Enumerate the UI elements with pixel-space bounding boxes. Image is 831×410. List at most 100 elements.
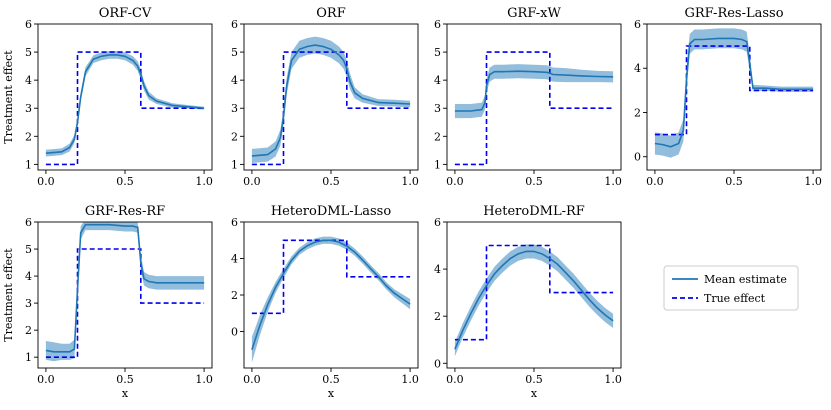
x-tick-label: 1.0 [401, 373, 419, 386]
mean-estimate-line [654, 37, 814, 148]
true-effect-line [654, 45, 814, 136]
true-effect-line [251, 239, 411, 315]
confidence-band [654, 28, 814, 158]
y-tick-label: 6 [434, 216, 441, 229]
y-tick-label: 2 [25, 324, 32, 337]
x-tick-label: 0.0 [37, 373, 55, 386]
x-tick-label: 0.0 [446, 373, 464, 386]
y-tick-label: 2 [231, 130, 238, 143]
panel-2: 0.0 0.5 1.0 1 2 3 4 5 6 ORF [231, 6, 419, 188]
y-tick-label: 4 [231, 253, 238, 266]
panel-4: 0.0 0.5 1.0 0 2 4 6 GRF-Res-Lasso [634, 6, 822, 188]
panel-title: GRF-xW [507, 6, 561, 21]
y-tick-label: 1 [25, 158, 32, 171]
y-tick-label: 3 [25, 297, 32, 310]
y-tick-label: 4 [231, 74, 238, 87]
panel-title: GRF-Res-RF [85, 204, 165, 219]
y-tick-label: 2 [634, 106, 641, 119]
y-tick-label: 3 [434, 102, 441, 115]
x-tick-label: 0.5 [725, 175, 743, 188]
y-axis-label: Treatment effect [2, 50, 15, 144]
mean-estimate-line [251, 239, 411, 351]
confidence-band [45, 51, 205, 157]
mean-estimate-line [251, 44, 411, 157]
y-tick-label: 6 [25, 216, 32, 229]
mean-estimate-line [454, 70, 614, 112]
x-axis-label: x [122, 387, 129, 400]
y-tick-label: 1 [231, 158, 238, 171]
confidence-band [45, 222, 205, 362]
confidence-band [454, 64, 614, 119]
y-tick-label: 5 [25, 46, 32, 59]
true-effect-line [45, 248, 205, 359]
confidence-band [251, 36, 411, 163]
y-tick-label: 0 [434, 357, 441, 370]
true-effect-line [251, 51, 411, 166]
x-tick-label: 0.5 [116, 175, 134, 188]
y-tick-label: 6 [25, 18, 32, 31]
plot-area [654, 28, 814, 158]
panel-7: 0.0 0.5 1.0 0 2 4 6 HeteroDML-RF x [434, 204, 622, 400]
true-effect-line [45, 51, 205, 166]
legend-true-label: True effect [704, 292, 766, 305]
x-tick-label: 0.5 [322, 373, 340, 386]
x-tick-label: 0.5 [525, 373, 543, 386]
x-tick-label: 0.0 [446, 175, 464, 188]
y-tick-label: 4 [25, 270, 32, 283]
panel-3: 0.0 0.5 1.0 1 2 3 4 5 6 GRF-xW [434, 6, 622, 188]
mean-estimate-line [45, 223, 205, 353]
x-tick-label: 1.0 [804, 175, 822, 188]
legend: Mean estimate True effect [663, 265, 799, 311]
y-tick-label: 5 [25, 243, 32, 256]
y-tick-label: 6 [231, 216, 238, 229]
y-tick-label: 2 [434, 130, 441, 143]
y-tick-label: 4 [434, 74, 441, 87]
plot-area [251, 236, 411, 363]
x-tick-label: 0.5 [116, 373, 134, 386]
axes-frame [446, 23, 622, 171]
plot-area [454, 51, 614, 166]
y-tick-label: 0 [231, 326, 238, 339]
plot-area [45, 51, 205, 166]
y-tick-label: 2 [25, 130, 32, 143]
y-tick-label: 0 [634, 151, 641, 164]
x-tick-label: 0.5 [525, 175, 543, 188]
y-tick-label: 1 [25, 351, 32, 364]
legend-frame [663, 265, 799, 311]
panel-6: 0.0 0.5 1.0 0 2 4 6 HeteroDML-Lasso x [231, 204, 419, 400]
x-tick-label: 1.0 [401, 175, 419, 188]
panel-title: HeteroDML-Lasso [271, 204, 391, 219]
x-tick-label: 0.5 [322, 175, 340, 188]
x-tick-label: 1.0 [195, 175, 213, 188]
x-tick-label: 1.0 [604, 373, 622, 386]
confidence-band [251, 236, 411, 363]
y-tick-label: 4 [634, 62, 641, 75]
true-effect-line [454, 51, 614, 166]
x-tick-label: 0.0 [37, 175, 55, 188]
plot-area [454, 244, 614, 357]
y-axis-label: Treatment effect [2, 248, 15, 342]
y-tick-label: 5 [231, 46, 238, 59]
panel-title: ORF [316, 6, 345, 21]
panel-5: 0.0 0.5 1.0 1 2 3 4 5 6 GRF-Res-RF x Treatment effe… [2, 204, 213, 400]
panel-1: 0.0 0.5 1.0 1 2 3 4 5 6 ORF-CV Treatment effect [2, 6, 213, 188]
y-tick-label: 6 [231, 18, 238, 31]
plot-area [251, 36, 411, 166]
panel-title: ORF-CV [99, 6, 152, 21]
panel-title: HeteroDML-RF [483, 204, 585, 219]
y-tick-label: 3 [25, 102, 32, 115]
legend-mean-label: Mean estimate [704, 273, 787, 286]
x-axis-label: x [531, 387, 538, 400]
y-tick-label: 3 [231, 102, 238, 115]
true-effect-line [454, 244, 614, 341]
x-tick-label: 0.0 [243, 175, 261, 188]
x-tick-label: 0.0 [243, 373, 261, 386]
confidence-band [454, 244, 614, 357]
x-tick-label: 1.0 [604, 175, 622, 188]
mean-estimate-line [45, 54, 205, 154]
y-tick-label: 4 [25, 74, 32, 87]
panel-title: GRF-Res-Lasso [684, 6, 783, 21]
y-tick-label: 5 [434, 46, 441, 59]
plot-area [45, 222, 205, 362]
